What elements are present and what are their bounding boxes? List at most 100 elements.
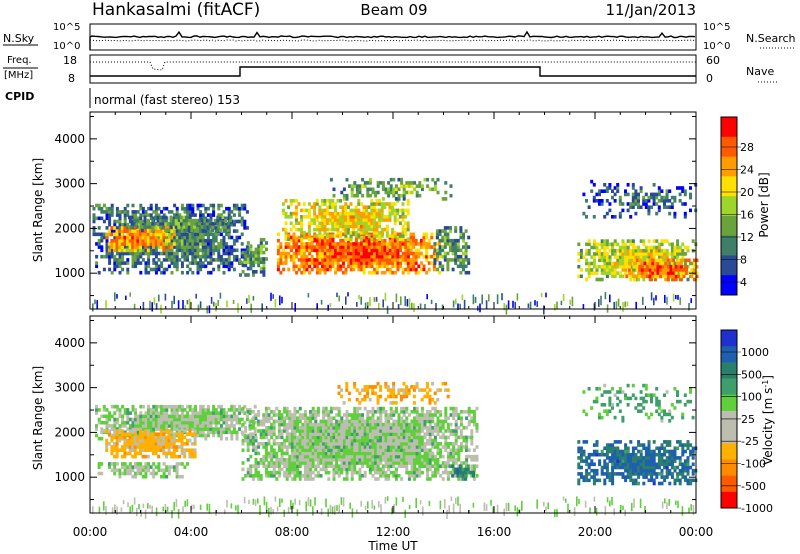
heatmap-cell xyxy=(342,464,346,468)
heatmap-cell xyxy=(296,470,300,475)
heatmap-cell xyxy=(285,451,289,456)
heatmap-cell xyxy=(362,221,366,225)
heatmap-cell xyxy=(262,238,266,242)
heatmap-cell xyxy=(366,190,370,195)
heatmap-cell xyxy=(361,461,365,465)
heatmap-cell xyxy=(309,435,313,440)
heatmap-cell xyxy=(139,213,143,217)
heatmap-cell xyxy=(323,199,327,203)
heatmap-cell xyxy=(249,254,253,258)
heatmap-cell xyxy=(652,248,656,253)
heatmap-cell xyxy=(334,270,338,275)
heatmap-cell xyxy=(629,277,633,282)
heatmap-cell xyxy=(206,414,210,419)
heatmap-cell xyxy=(280,432,284,436)
heatmap-cell xyxy=(264,429,268,433)
heatmap-cell xyxy=(240,261,244,265)
heatmap-cell xyxy=(219,424,223,428)
heatmap-cell xyxy=(626,192,630,197)
heatmap-cell xyxy=(193,429,197,433)
heatmap-cell xyxy=(131,245,135,249)
heatmap-cell xyxy=(396,237,400,241)
heatmap-cell xyxy=(277,432,281,436)
heatmap-cell xyxy=(340,458,344,462)
heatmap-cell xyxy=(298,435,302,440)
heatmap-cell xyxy=(608,258,612,263)
heatmap-cell xyxy=(467,258,471,262)
heatmap-cell xyxy=(283,461,287,465)
heatmap-cell xyxy=(159,235,163,240)
heatmap-cell xyxy=(344,205,348,209)
heatmap-cell xyxy=(402,193,406,198)
heatmap-cell xyxy=(183,417,187,422)
heatmap-cell xyxy=(165,245,169,249)
heatmap-cell xyxy=(616,248,620,253)
heatmap-cell xyxy=(214,424,218,428)
heatmap-cell xyxy=(285,432,289,436)
heatmap-cell xyxy=(196,411,200,415)
heatmap-cell xyxy=(277,470,281,475)
heatmap-cell xyxy=(131,468,135,473)
heatmap-cell xyxy=(298,461,302,465)
heatmap-cell xyxy=(152,232,155,237)
heatmap-cell xyxy=(222,414,226,419)
heatmap-cell xyxy=(290,451,294,456)
heatmap-cell xyxy=(232,222,236,227)
heatmap-cell xyxy=(175,424,179,428)
heatmap-cell xyxy=(170,408,174,412)
heatmap-cell xyxy=(344,202,348,206)
heatmap-cell xyxy=(100,232,104,237)
noise-tick-bottom-left: 10^0 xyxy=(53,41,80,52)
heatmap-cell xyxy=(634,255,638,259)
heatmap-cell xyxy=(396,254,400,259)
heatmap-cell xyxy=(336,211,340,216)
heatmap-cell xyxy=(248,408,252,412)
heatmap-cell xyxy=(136,232,140,237)
heatmap-cell xyxy=(152,251,156,256)
heatmap-cell xyxy=(147,251,151,256)
heatmap-cell xyxy=(123,216,127,221)
heatmap-cell xyxy=(348,461,352,465)
heatmap-cell xyxy=(368,416,372,420)
heatmap-cell xyxy=(267,419,271,424)
heatmap-cell xyxy=(157,465,161,469)
heatmap-cell xyxy=(172,222,176,226)
heatmap-cell xyxy=(387,193,391,198)
heatmap-cell xyxy=(170,404,174,409)
heatmap-cell xyxy=(159,222,163,226)
heatmap-cell xyxy=(245,408,249,412)
heatmap-cell xyxy=(370,258,374,262)
heatmap-cell xyxy=(199,408,203,412)
heatmap-cell xyxy=(613,199,617,203)
heatmap-cell xyxy=(689,261,693,266)
heatmap-cell xyxy=(308,264,312,269)
heatmap-cell xyxy=(169,222,173,226)
heatmap-cell xyxy=(149,417,153,422)
heatmap-cell xyxy=(389,190,393,195)
heatmap-cell xyxy=(283,410,287,414)
heatmap-cell xyxy=(676,245,680,250)
heatmap-cell xyxy=(323,270,327,275)
heatmap-cell xyxy=(345,474,349,478)
heatmap-cell xyxy=(178,462,182,466)
heatmap-cell xyxy=(136,438,140,443)
heatmap-cell xyxy=(308,248,312,253)
heatmap-cell xyxy=(225,216,229,221)
heatmap-cell xyxy=(361,193,365,198)
heatmap-cell xyxy=(344,231,348,235)
heatmap-cell xyxy=(585,199,588,203)
heatmap-cell xyxy=(275,419,279,424)
heatmap-cell xyxy=(170,445,174,449)
heatmap-cell xyxy=(288,474,292,478)
heatmap-cell xyxy=(342,477,346,481)
heatmap-cell xyxy=(230,408,234,412)
heatmap-cell xyxy=(391,205,395,209)
heatmap-cell xyxy=(339,224,343,229)
heatmap-cell xyxy=(406,224,410,229)
heatmap-cell xyxy=(360,267,364,272)
heatmap-cell xyxy=(165,404,169,409)
heatmap-cell xyxy=(354,211,358,216)
heatmap-cell xyxy=(178,219,182,224)
heatmap-cell xyxy=(603,271,607,275)
heatmap-cell xyxy=(393,261,397,265)
